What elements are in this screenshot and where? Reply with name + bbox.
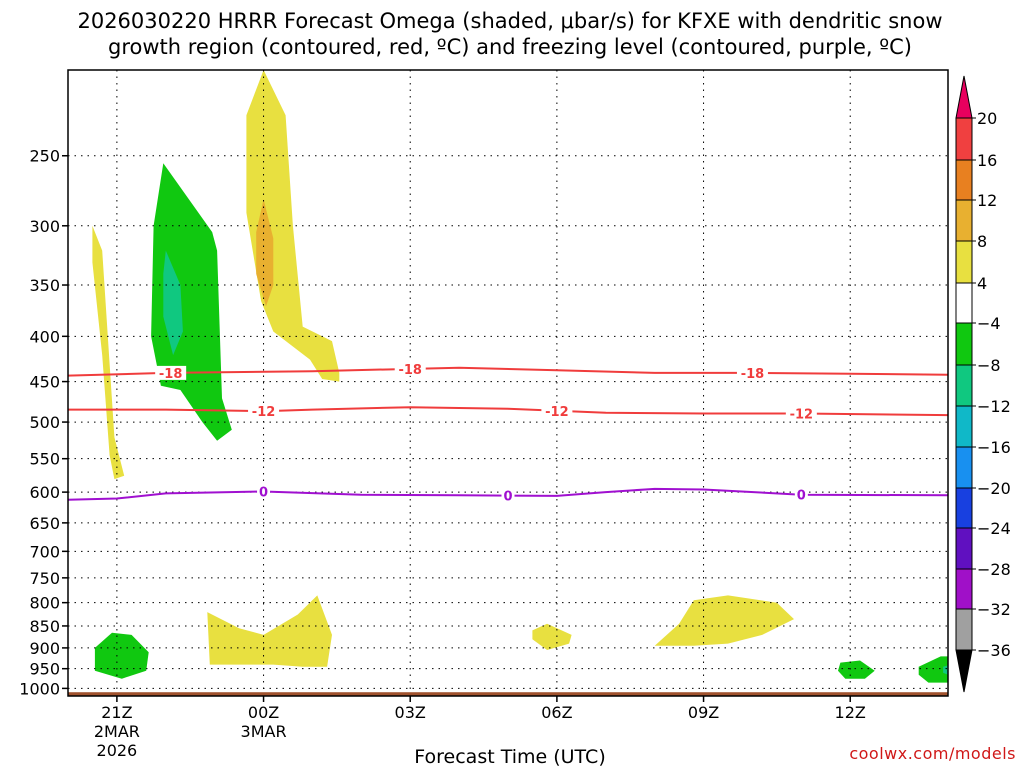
- colorbar-label: −24: [977, 519, 1011, 538]
- y-tick-label: 550: [29, 450, 60, 469]
- colorbar-label: 12: [977, 191, 997, 210]
- contour-label-purple-zero: 0: [503, 490, 512, 505]
- colorbar-bin: [955, 568, 973, 610]
- colorbar-bin: [955, 487, 973, 529]
- x-tick-sublabel-date: 2MAR: [94, 722, 140, 741]
- shaded-region-omega-neg-8-12-h: [943, 665, 948, 675]
- y-tick-label: 650: [29, 514, 60, 533]
- x-tick-label: 21Z: [101, 703, 132, 722]
- colorbar-bin: [955, 527, 973, 570]
- x-tick-label: 12Z: [835, 703, 866, 722]
- colorbar-label: −16: [977, 438, 1011, 457]
- shaded-region-omega-pos-4-8-d: [207, 595, 332, 667]
- contour-label-bg: [248, 404, 280, 419]
- colorbar-bin: [955, 117, 973, 161]
- colorbar-label: 16: [977, 151, 997, 170]
- colorbar: 20 16 12 8 4 −4 −8 −12 −16 −20 −24 −28 −32 −36: [955, 75, 1011, 693]
- colorbar-bin: [955, 199, 973, 242]
- shaded-region-omega-pos-4-8-a: [92, 225, 125, 480]
- shaded-region-omega-neg-4-8-g: [838, 660, 875, 679]
- y-tick-label: 900: [29, 639, 60, 658]
- colorbar-bin: [955, 608, 973, 651]
- colorbar-bin: [955, 159, 973, 201]
- y-tick-label: 950: [29, 660, 60, 679]
- y-tick-label: 250: [29, 147, 60, 166]
- colorbar-label: 4: [977, 274, 987, 293]
- colorbar-label: −20: [977, 479, 1011, 498]
- contour-label-bg: [794, 487, 808, 502]
- shaded-region-omega-pos-4-8-b: [246, 70, 340, 382]
- y-tick-label: 800: [29, 594, 60, 613]
- y-tick-label: 500: [29, 413, 60, 432]
- shaded-region-omega-neg-4-8-a: [151, 163, 232, 441]
- contour-label-bg: [394, 361, 426, 376]
- x-tick-sublabel-date: 3MAR: [241, 722, 287, 741]
- contour-line-red-minus12: [68, 406, 948, 417]
- shaded-region-omega-neg-4-8-h: [918, 656, 948, 683]
- shaded-region-omega-pos-4-8-f: [654, 595, 794, 646]
- x-tick-label: 00Z: [248, 703, 279, 722]
- x-axis-label: Forecast Time (UTC): [414, 746, 605, 768]
- shaded-region-omega-pos-4-8-e: [532, 623, 572, 650]
- contour-label-purple-zero: 0: [259, 485, 268, 500]
- contour-label-red-minus18: -18: [398, 363, 422, 378]
- plot-area: -18 -18 -18 -12 -12 -12 0 0 0: [67, 69, 949, 697]
- contour-label-bg: [155, 365, 187, 380]
- contour-label-bg: [736, 365, 768, 380]
- y-tick-label: 300: [29, 217, 60, 236]
- colorbar-bin: [955, 240, 973, 284]
- shaded-region-omega-pos-8-12-b: [256, 199, 274, 307]
- colorbar-label: −32: [977, 600, 1011, 619]
- contour-label-bg: [501, 488, 515, 503]
- x-tick-label: 03Z: [395, 703, 426, 722]
- plot-frame: [67, 69, 949, 697]
- colorbar-label: −12: [977, 397, 1011, 416]
- colorbar-label: −4: [977, 314, 1001, 333]
- x-tick-label: 09Z: [688, 703, 719, 722]
- contour-line-red-minus18: [68, 366, 948, 377]
- y-tick-label: 700: [29, 542, 60, 561]
- chart-title-line-2: growth region (contoured, red, ºC) and f…: [108, 35, 912, 59]
- colorbar-bin: [955, 322, 973, 366]
- y-tick-label: 750: [29, 569, 60, 588]
- contour-label-bg: [541, 403, 573, 418]
- colorbar-bin: [955, 364, 973, 407]
- colorbar-bottom-arrow: [955, 649, 973, 693]
- colorbar-bin: [955, 282, 973, 324]
- y-tick-label: 850: [29, 617, 60, 636]
- x-tick-sublabel-year: 2026: [97, 741, 138, 760]
- y-tick-label: 450: [29, 373, 60, 392]
- contour-label-red-minus12: -12: [252, 405, 276, 420]
- contour-label-red-minus18: -18: [741, 367, 765, 382]
- y-tick-label: 400: [29, 327, 60, 346]
- contour-label-bg: [257, 484, 271, 499]
- x-tick-label: 06Z: [541, 703, 572, 722]
- colorbar-top-arrow: [955, 75, 973, 119]
- contour-label-red-minus12: -12: [545, 405, 569, 420]
- chart-title-line-1: 2026030220 HRRR Forecast Omega (shaded, …: [77, 9, 942, 33]
- contour-label-red-minus12: -12: [790, 408, 814, 423]
- contour-label-red-minus18: -18: [159, 367, 183, 382]
- ground-band: [68, 692, 948, 696]
- colorbar-bin: [955, 405, 973, 448]
- y-tick-label: 1000: [19, 679, 60, 698]
- credit-text[interactable]: coolwx.com/models: [849, 744, 1016, 763]
- colorbar-label: −28: [977, 560, 1011, 579]
- y-tick-label: 600: [29, 483, 60, 502]
- colorbar-label: 8: [977, 232, 987, 251]
- shaded-region-omega-neg-8-12-a: [163, 250, 183, 356]
- colorbar-label: −8: [977, 356, 1001, 375]
- contour-label-bg: [785, 406, 817, 421]
- colorbar-label: 20: [977, 109, 997, 128]
- shaded-region-omega-neg-4-8-d: [94, 632, 149, 679]
- colorbar-label: −36: [977, 641, 1011, 660]
- y-tick-label: 350: [29, 276, 60, 295]
- y-axis-ticks: 250 300 350 400 450 500 550 600 650 700 750 800 850 9…: [19, 147, 68, 698]
- contour-label-purple-zero: 0: [797, 489, 806, 504]
- colorbar-bin: [955, 446, 973, 489]
